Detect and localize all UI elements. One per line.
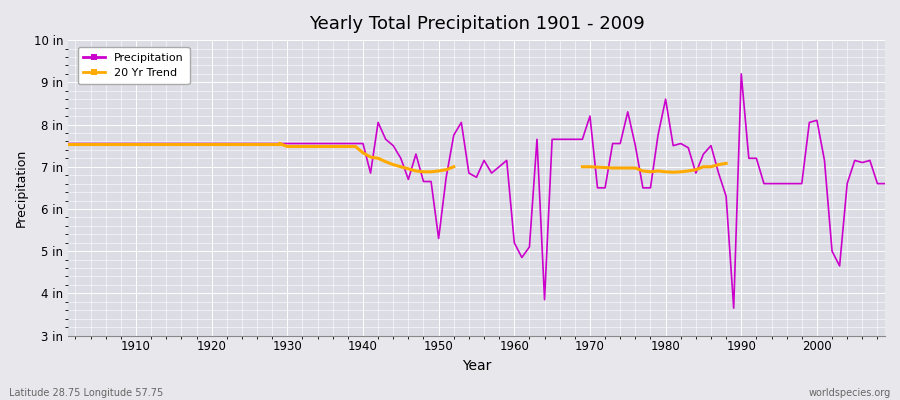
Y-axis label: Precipitation: Precipitation [15, 149, 28, 227]
Text: worldspecies.org: worldspecies.org [809, 388, 891, 398]
Text: Latitude 28.75 Longitude 57.75: Latitude 28.75 Longitude 57.75 [9, 388, 163, 398]
X-axis label: Year: Year [462, 359, 491, 373]
Legend: Precipitation, 20 Yr Trend: Precipitation, 20 Yr Trend [77, 47, 190, 84]
Title: Yearly Total Precipitation 1901 - 2009: Yearly Total Precipitation 1901 - 2009 [309, 15, 644, 33]
